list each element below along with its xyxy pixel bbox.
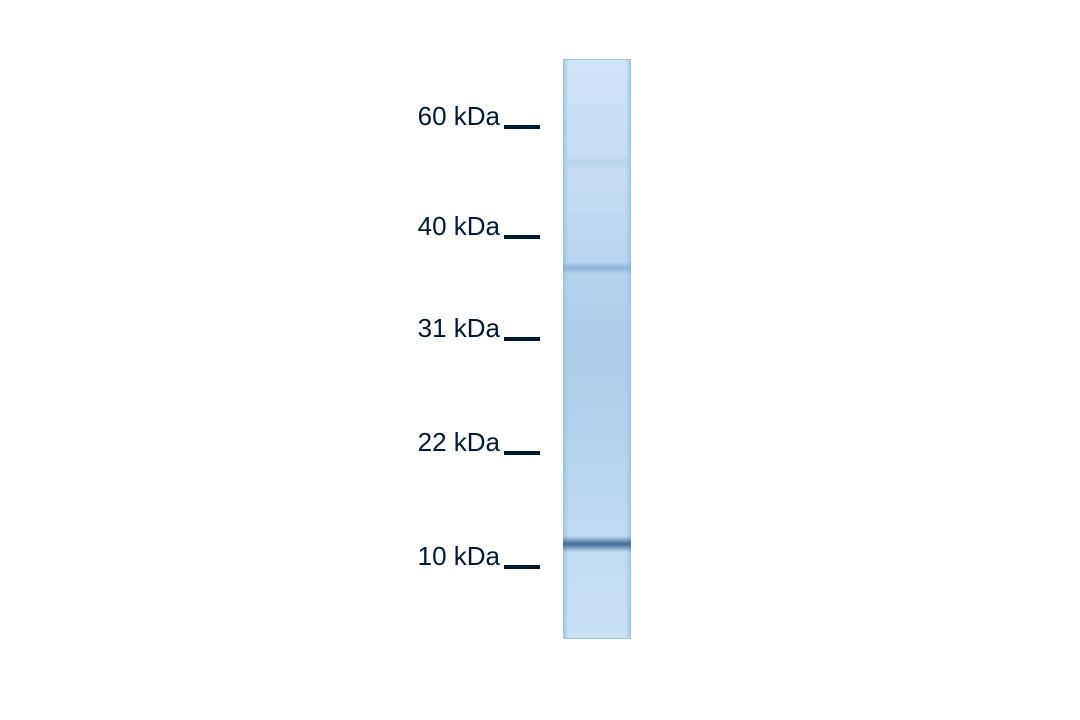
blot-band	[563, 536, 631, 552]
mw-marker-tick	[504, 451, 540, 455]
mw-marker-label: 40 kDa	[418, 211, 500, 241]
blot-band	[563, 155, 631, 169]
blot-lane	[563, 59, 631, 639]
mw-marker-label: 10 kDa	[418, 541, 500, 571]
mw-marker-label: 22 kDa	[418, 427, 500, 457]
western-blot-figure: 60 kDa 40 kDa 31 kDa 22 kDa 10 kDa	[0, 0, 1080, 720]
mw-marker-tick	[504, 125, 540, 129]
mw-marker-tick	[504, 565, 540, 569]
blot-band	[563, 322, 631, 336]
mw-marker-tick	[504, 337, 540, 341]
blot-band	[563, 262, 631, 274]
mw-marker-label: 60 kDa	[418, 101, 500, 131]
mw-marker-tick	[504, 235, 540, 239]
mw-marker-label: 31 kDa	[418, 313, 500, 343]
